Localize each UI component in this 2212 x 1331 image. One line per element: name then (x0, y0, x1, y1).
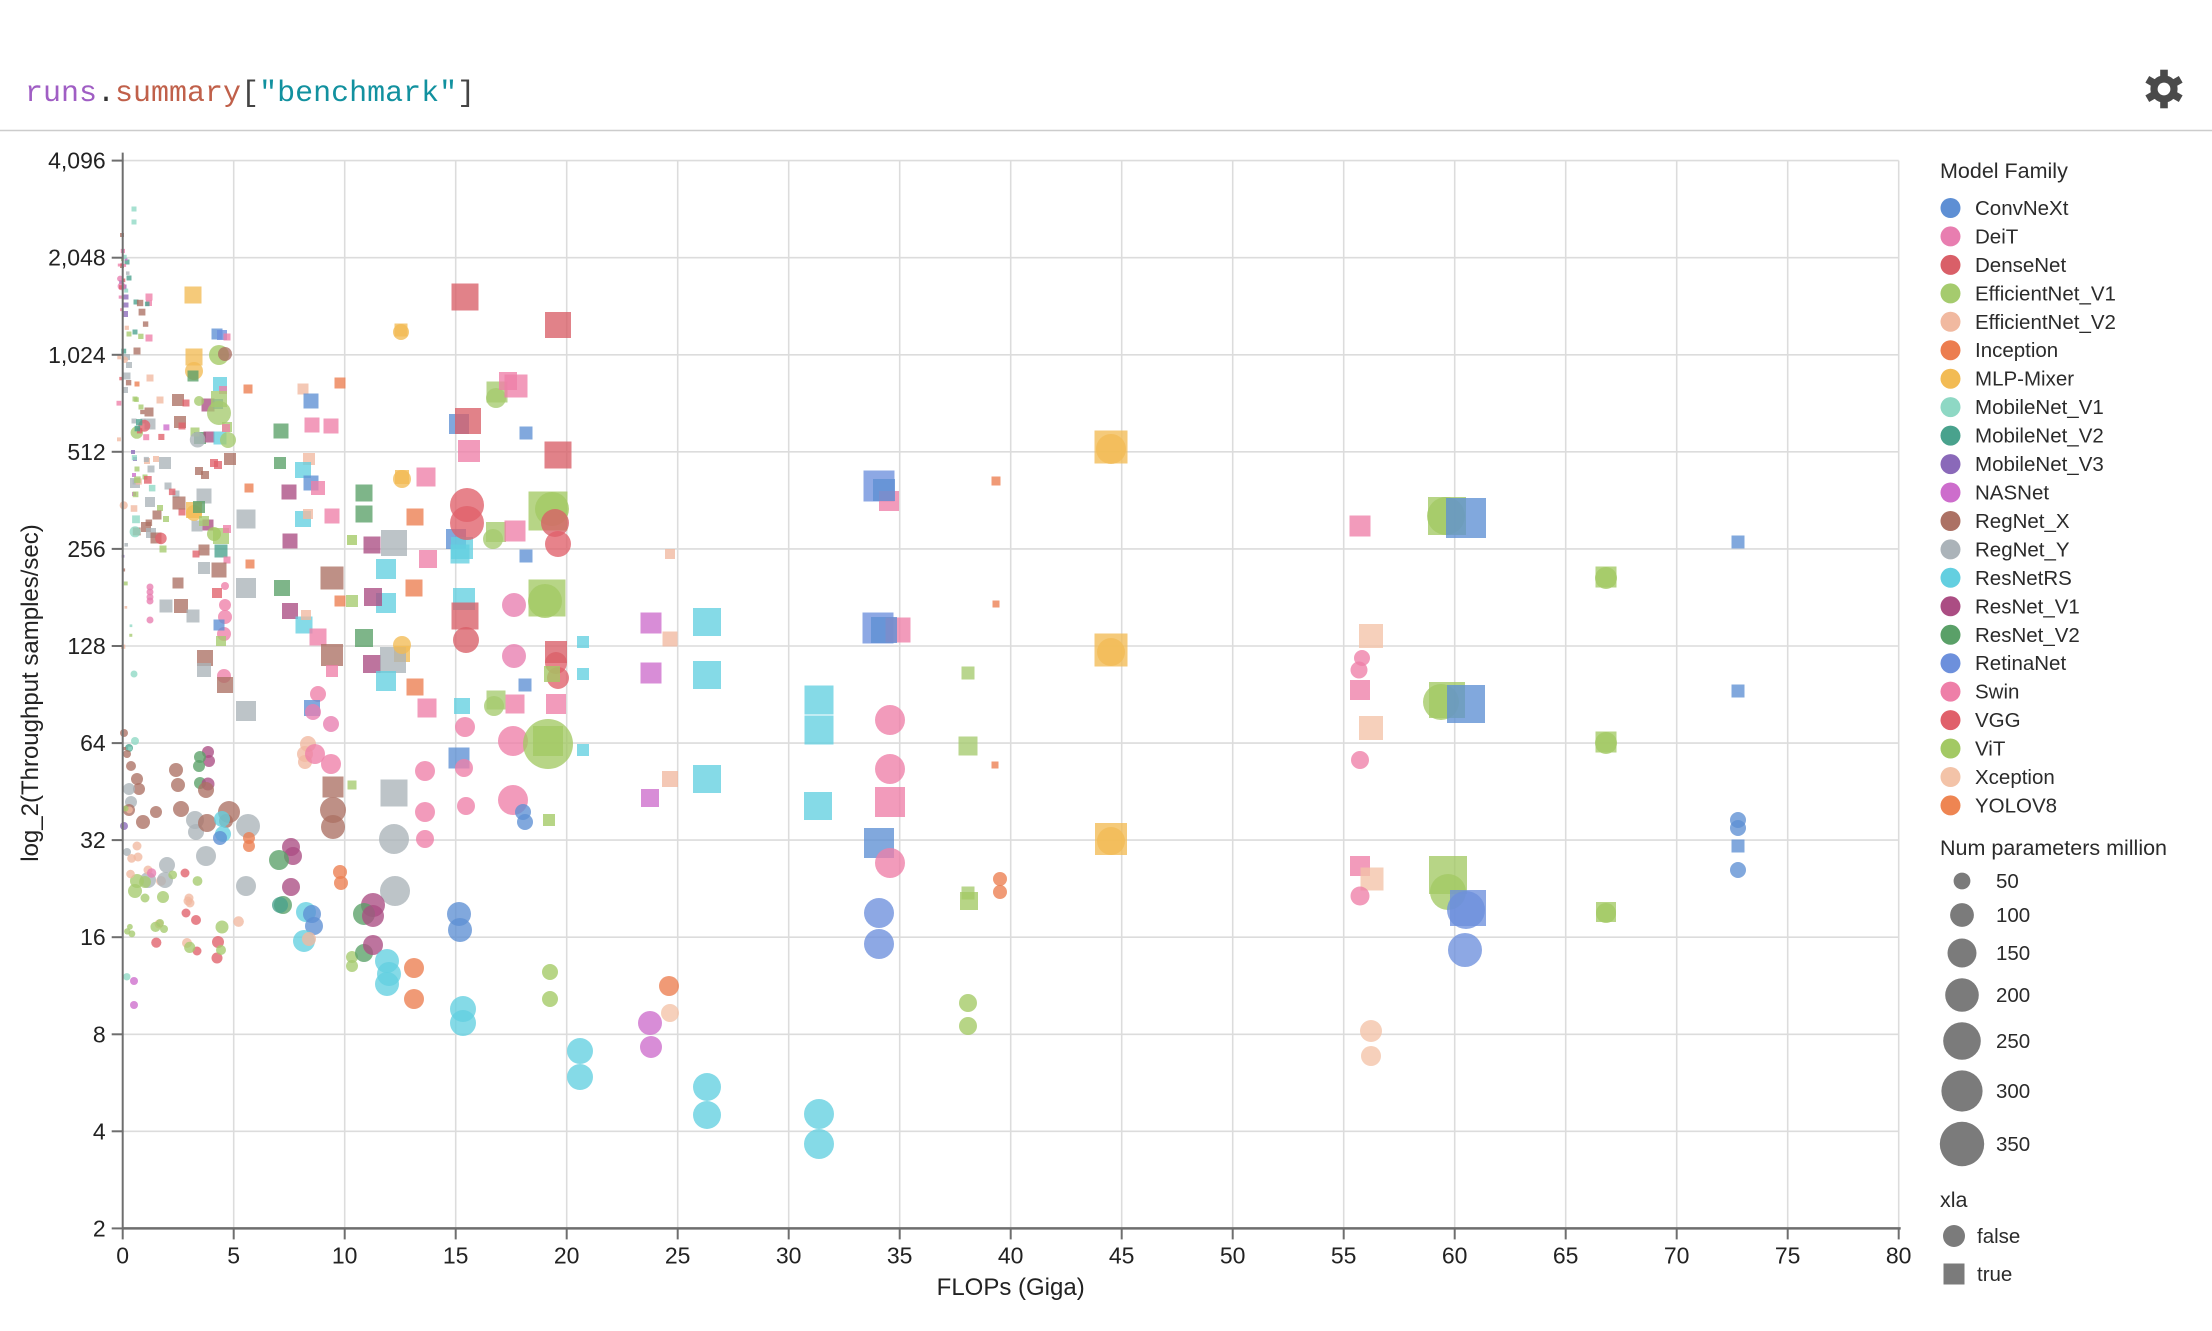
svg-text:EfficientNet_V2: EfficientNet_V2 (1975, 311, 2116, 334)
svg-text:Xception: Xception (1975, 766, 2055, 789)
svg-text:50: 50 (1220, 1242, 1246, 1268)
svg-text:ViT: ViT (1975, 738, 2006, 761)
svg-text:80: 80 (1886, 1242, 1912, 1268)
svg-text:0: 0 (116, 1242, 129, 1268)
svg-text:NASNet: NASNet (1975, 482, 2049, 505)
svg-text:256: 256 (67, 536, 105, 562)
svg-text:70: 70 (1664, 1242, 1690, 1268)
svg-text:4: 4 (93, 1118, 106, 1144)
svg-text:Num parameters million: Num parameters million (1940, 836, 2167, 860)
svg-text:128: 128 (67, 633, 105, 659)
svg-text:30: 30 (776, 1242, 802, 1268)
svg-text:Swin: Swin (1975, 681, 2019, 704)
svg-text:MobileNet_V2: MobileNet_V2 (1975, 425, 2104, 448)
svg-text:512: 512 (67, 439, 105, 465)
svg-text:60: 60 (1442, 1242, 1468, 1268)
svg-text:5: 5 (227, 1242, 240, 1268)
svg-text:ResNetRS: ResNetRS (1975, 567, 2072, 590)
svg-text:ConvNeXt: ConvNeXt (1975, 197, 2069, 220)
svg-text:32: 32 (80, 827, 106, 853)
svg-text:75: 75 (1775, 1242, 1801, 1268)
svg-text:200: 200 (1996, 984, 2030, 1007)
svg-text:DenseNet: DenseNet (1975, 254, 2066, 277)
svg-text:true: true (1977, 1263, 2012, 1286)
svg-text:50: 50 (1996, 870, 2019, 893)
svg-text:20: 20 (554, 1242, 580, 1268)
svg-text:YOLOV8: YOLOV8 (1975, 794, 2057, 817)
svg-text:55: 55 (1331, 1242, 1357, 1268)
svg-text:MobileNet_V1: MobileNet_V1 (1975, 396, 2104, 419)
svg-text:ResNet_V1: ResNet_V1 (1975, 595, 2080, 618)
svg-text:300: 300 (1996, 1080, 2030, 1103)
svg-text:40: 40 (998, 1242, 1024, 1268)
svg-text:350: 350 (1996, 1133, 2030, 1156)
svg-text:RetinaNet: RetinaNet (1975, 652, 2066, 675)
svg-text:1,024: 1,024 (48, 342, 106, 368)
svg-text:EfficientNet_V1: EfficientNet_V1 (1975, 282, 2116, 305)
svg-text:16: 16 (80, 924, 106, 950)
svg-text:4,096: 4,096 (48, 148, 106, 174)
svg-text:RegNet_Y: RegNet_Y (1975, 538, 2070, 561)
svg-text:2: 2 (93, 1215, 106, 1241)
svg-text:RegNet_X: RegNet_X (1975, 510, 2070, 533)
svg-text:10: 10 (332, 1242, 358, 1268)
svg-text:15: 15 (443, 1242, 469, 1268)
svg-text:runs.summary["benchmark"]: runs.summary["benchmark"] (25, 77, 475, 111)
svg-text:MLP-Mixer: MLP-Mixer (1975, 368, 2074, 391)
svg-text:35: 35 (887, 1242, 913, 1268)
svg-text:45: 45 (1109, 1242, 1135, 1268)
svg-text:DeiT: DeiT (1975, 225, 2019, 248)
svg-text:log_2(Throughput samples/sec): log_2(Throughput samples/sec) (17, 524, 44, 862)
svg-text:VGG: VGG (1975, 709, 2021, 732)
svg-text:xla: xla (1940, 1188, 1968, 1212)
svg-text:Inception: Inception (1975, 339, 2058, 362)
svg-text:Model Family: Model Family (1940, 159, 2068, 183)
svg-text:100: 100 (1996, 904, 2030, 927)
svg-text:MobileNet_V3: MobileNet_V3 (1975, 453, 2104, 476)
svg-text:8: 8 (93, 1021, 106, 1047)
svg-text:FLOPs (Giga): FLOPs (Giga) (937, 1274, 1085, 1301)
svg-text:150: 150 (1996, 942, 2030, 965)
svg-text:ResNet_V2: ResNet_V2 (1975, 624, 2080, 647)
svg-text:25: 25 (665, 1242, 691, 1268)
svg-text:2,048: 2,048 (48, 245, 106, 271)
svg-text:65: 65 (1553, 1242, 1579, 1268)
svg-text:64: 64 (80, 730, 106, 756)
svg-text:false: false (1977, 1225, 2020, 1248)
svg-text:250: 250 (1996, 1030, 2030, 1053)
